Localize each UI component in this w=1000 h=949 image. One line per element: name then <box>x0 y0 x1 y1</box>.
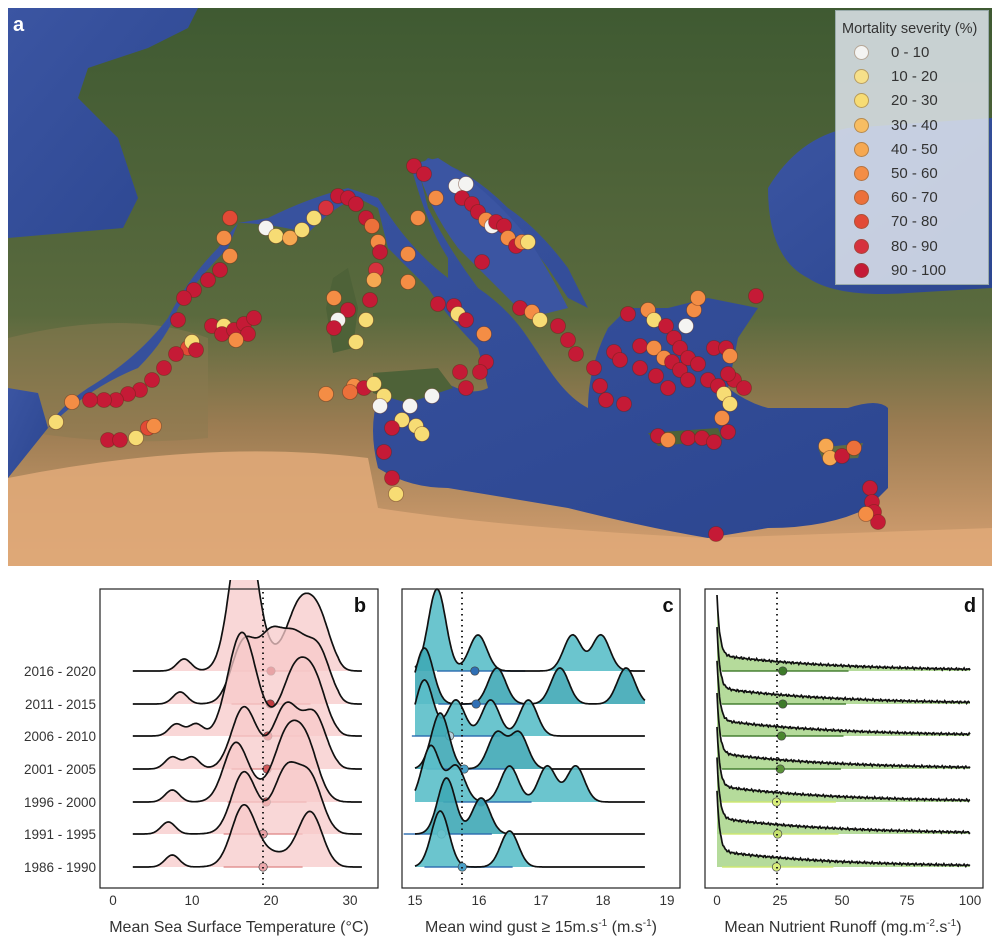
mortality-site-markers <box>48 158 886 542</box>
panel-c-frame <box>401 588 681 889</box>
legend-item: 70 - 80 <box>854 210 938 232</box>
x-tick: 0 <box>109 893 117 908</box>
legend-swatch-icon <box>854 165 869 181</box>
legend-swatch-icon <box>854 92 869 108</box>
legend-swatch-icon <box>854 213 869 229</box>
x-tick: 75 <box>899 893 914 908</box>
nutrient-ridgelines <box>716 594 971 872</box>
legend-swatch-icon <box>854 238 869 254</box>
legend-swatch-icon <box>854 262 869 278</box>
x-tick: 17 <box>533 893 548 908</box>
sst-ridgelines <box>132 580 362 872</box>
x-tick: 18 <box>595 893 610 908</box>
panel-c-wind: c 15 16 17 18 19 Mean wind gust ≥ 15m.s-… <box>401 588 681 936</box>
x-tick: 19 <box>659 893 674 908</box>
legend-swatch-icon <box>854 117 869 133</box>
atlantic-gibraltar <box>8 388 48 478</box>
legend-item: 20 - 30 <box>854 89 938 111</box>
y-label: 2016 - 2020 <box>24 664 96 679</box>
legend-swatch-icon <box>854 189 869 205</box>
panel-d-nutrient: d 0 25 50 75 100 Mean Nutrient Runoff (m… <box>704 588 984 936</box>
x-tick: 25 <box>772 893 787 908</box>
legend-swatch-icon <box>854 44 869 60</box>
x-tick: 0 <box>713 893 721 908</box>
legend-item: 50 - 60 <box>854 162 938 184</box>
x-axis-title: Mean wind gust ≥ 15m.s-1 (m.s-1) <box>425 918 657 936</box>
legend-item: 90 - 100 <box>854 259 946 281</box>
x-tick: 30 <box>342 893 357 908</box>
sahara-desert <box>8 451 992 566</box>
legend-item: 40 - 50 <box>854 138 938 160</box>
y-label: 1991 - 1995 <box>24 827 96 842</box>
wind-ridgelines <box>403 588 646 872</box>
legend-item: 30 - 40 <box>854 114 938 136</box>
legend-swatch-icon <box>854 68 869 84</box>
x-tick: 10 <box>184 893 199 908</box>
legend-title: Mortality severity (%) <box>842 21 978 37</box>
severity-legend: Mortality severity (%) 0 - 10 10 - 20 20… <box>835 10 989 285</box>
map-canvas <box>8 8 992 566</box>
panel-label-c: c <box>662 595 673 617</box>
y-label: 2006 - 2010 <box>24 729 96 744</box>
x-axis-title: Mean Nutrient Runoff (mg.m-2.s-1) <box>724 918 961 936</box>
x-tick: 20 <box>263 893 278 908</box>
panel-label-d: d <box>964 595 976 617</box>
y-label: 2011 - 2015 <box>25 697 96 712</box>
panel-b-sst: b 2016 - 2020 2011 - 2015 2006 - 2010 20… <box>24 580 379 936</box>
ridgeline-panels: b 2016 - 2020 2011 - 2015 2006 - 2010 20… <box>24 580 984 936</box>
y-label: 1996 - 2000 <box>24 795 96 810</box>
legend-swatch-icon <box>854 141 869 157</box>
panel-label-b: b <box>354 595 366 617</box>
y-label: 1986 - 1990 <box>24 860 96 875</box>
adriatic-sea <box>416 158 568 318</box>
legend-item: 80 - 90 <box>854 235 938 257</box>
x-tick: 50 <box>834 893 849 908</box>
legend-item: 60 - 70 <box>854 186 938 208</box>
legend-item: 0 - 10 <box>854 41 929 63</box>
x-tick: 100 <box>959 893 982 908</box>
x-tick: 15 <box>407 893 422 908</box>
panel-b-frame <box>99 588 379 889</box>
x-axis-title: Mean Sea Surface Temperature (°C) <box>109 919 369 936</box>
panel-d-frame <box>704 588 984 889</box>
mortality-map <box>8 8 992 566</box>
panel-label-a: a <box>13 14 25 36</box>
atlantic-ocean <box>8 8 198 238</box>
legend-item: 10 - 20 <box>854 65 938 87</box>
y-label: 2001 - 2005 <box>24 762 96 777</box>
x-tick: 16 <box>471 893 486 908</box>
